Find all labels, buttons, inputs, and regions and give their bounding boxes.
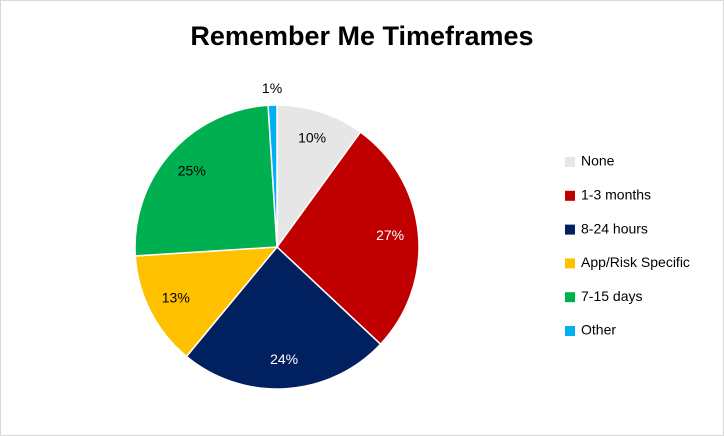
pie-slice — [276, 104, 362, 250]
data-label: 13% — [162, 289, 190, 305]
data-label: 27% — [376, 227, 404, 243]
legend-marker — [565, 258, 575, 269]
pie-slice — [134, 246, 279, 358]
legend-label: None — [581, 153, 615, 169]
pie-slice — [134, 104, 278, 257]
legend-marker — [565, 157, 575, 167]
chart-title: Remember Me Timeframes — [190, 21, 533, 51]
data-label: 1% — [262, 80, 282, 96]
pie-slice — [276, 131, 420, 346]
pie-slice — [185, 245, 382, 390]
legend-label: Other — [581, 322, 616, 338]
data-label: 25% — [178, 163, 206, 179]
legend-label: 7-15 days — [581, 288, 642, 304]
legend-marker — [565, 326, 575, 336]
legend-marker — [565, 190, 575, 201]
data-label: 10% — [298, 130, 326, 146]
pie-slice — [267, 104, 278, 248]
legend-label: App/Risk Specific — [581, 254, 690, 270]
legend-label: 1-3 months — [581, 187, 651, 203]
legend-label: 8-24 hours — [581, 220, 648, 236]
data-label: 24% — [270, 351, 298, 367]
legend-marker — [565, 224, 575, 235]
legend-marker — [565, 292, 575, 303]
